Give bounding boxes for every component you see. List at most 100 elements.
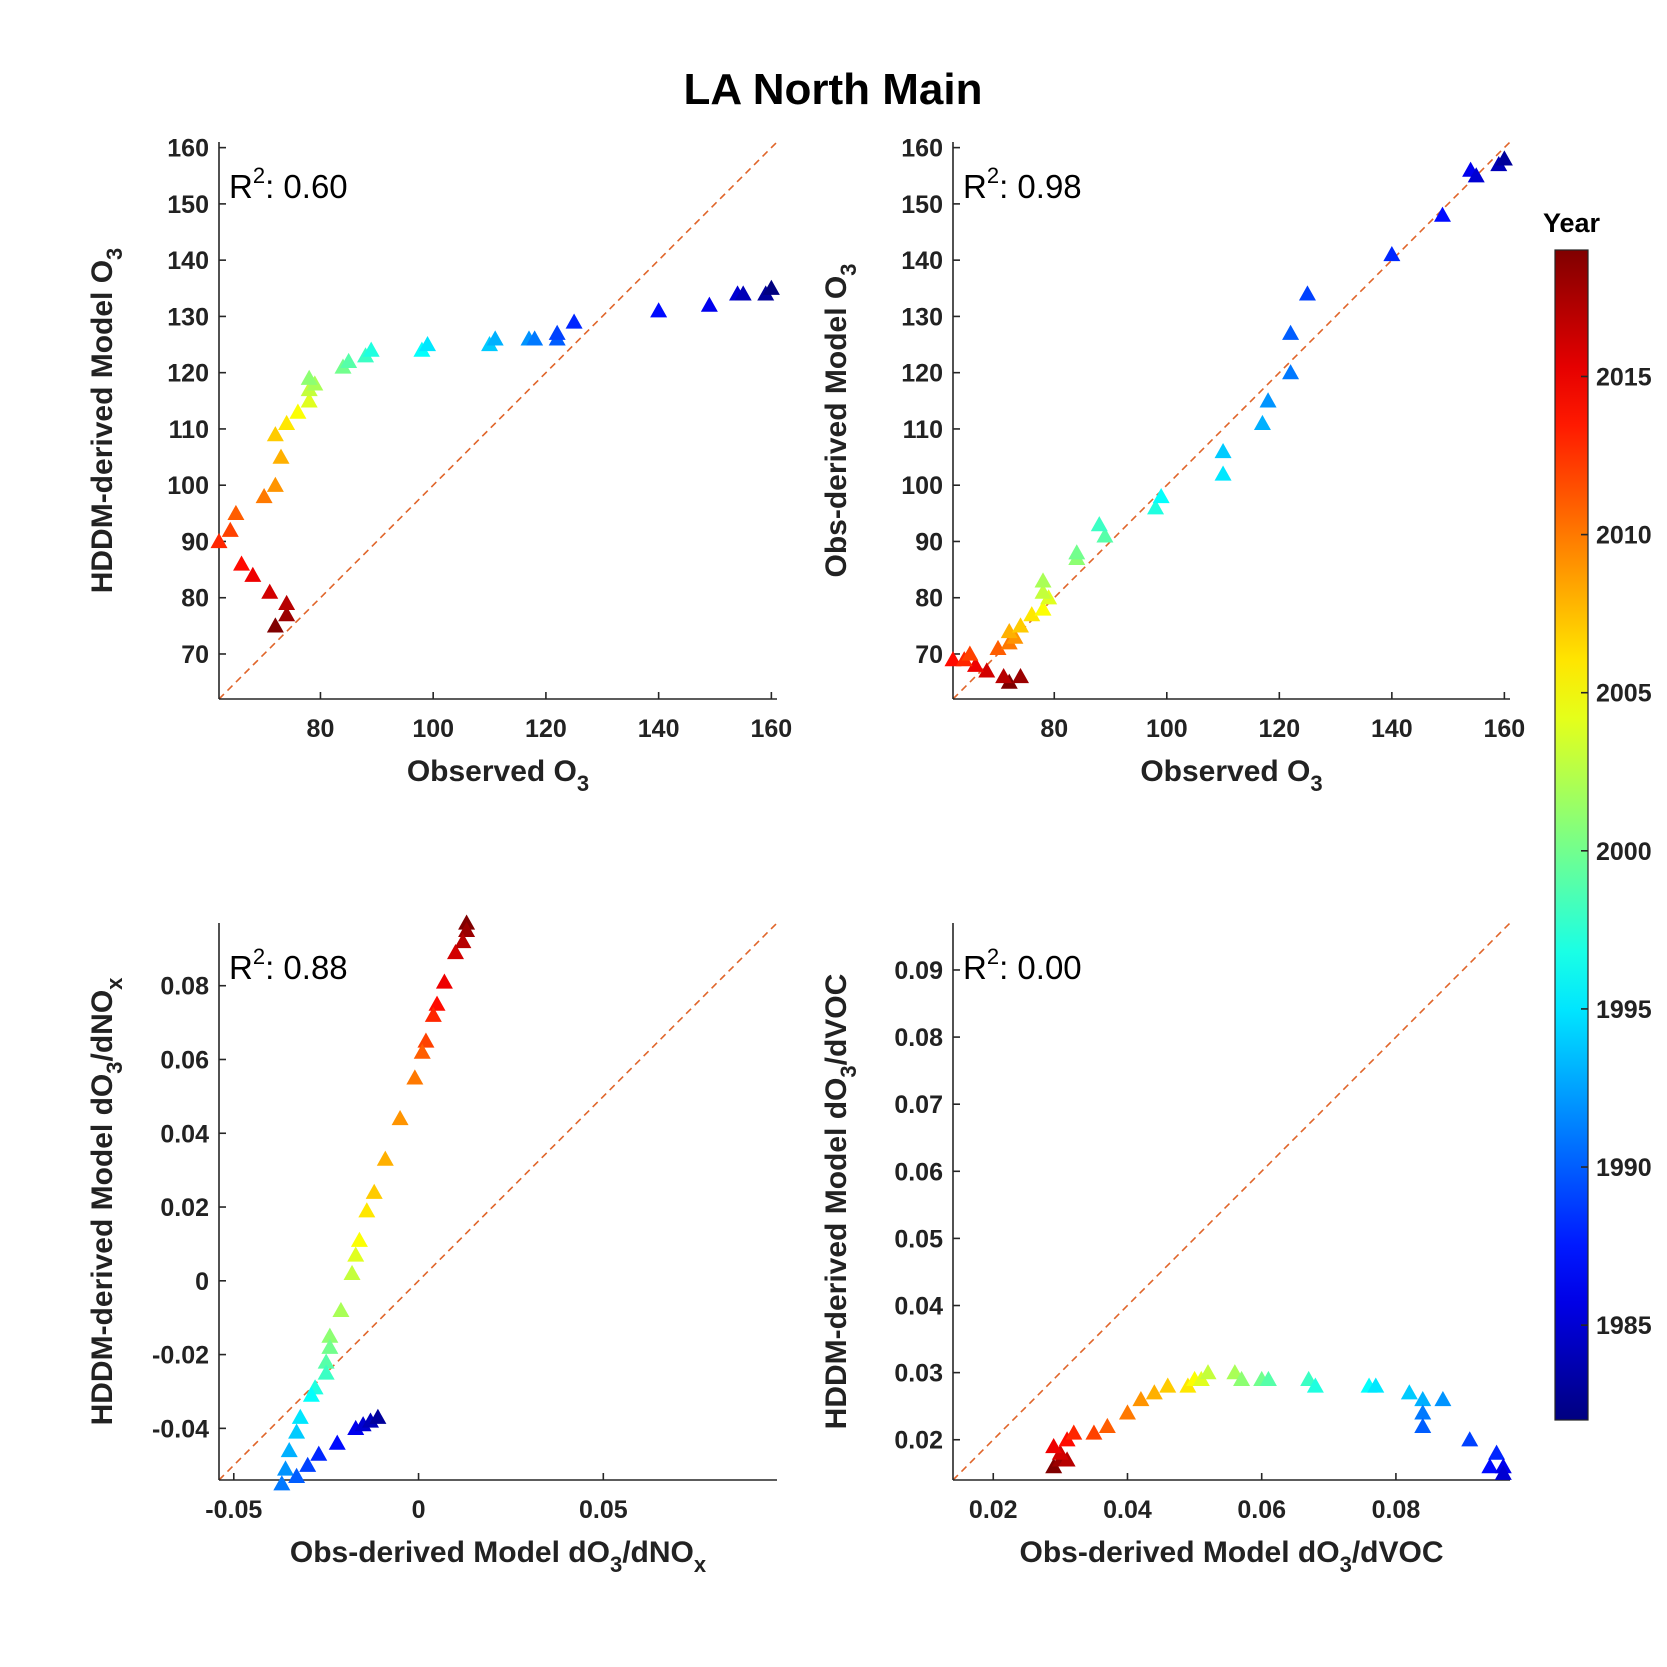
data-point <box>762 279 780 295</box>
y-tick-label: 0.09 <box>894 957 943 985</box>
x-tick-label: 160 <box>751 715 793 743</box>
x-tick-label: 0.08 <box>1372 1496 1421 1524</box>
y-tick-label: 0.06 <box>160 1046 209 1074</box>
colorbar-tick-label: 2010 <box>1596 522 1652 550</box>
data-point <box>288 1423 306 1439</box>
data-point <box>1132 1390 1150 1407</box>
identity-line <box>218 922 778 1481</box>
y-tick-label: 100 <box>167 472 209 500</box>
y-tick-label: 160 <box>167 135 209 163</box>
data-point <box>1298 285 1316 301</box>
data-point <box>944 651 962 667</box>
data-point <box>1152 487 1170 504</box>
data-point <box>1045 1437 1063 1454</box>
data-point <box>391 1110 409 1126</box>
data-point <box>1233 1370 1251 1386</box>
data-point <box>227 504 245 520</box>
data-point <box>650 302 668 318</box>
data-point <box>1214 465 1232 481</box>
colorbar-title: Year <box>1543 208 1601 238</box>
data-point <box>321 1338 339 1354</box>
x-tick-label: 80 <box>307 715 335 743</box>
y-tick-label: 0.03 <box>894 1360 943 1388</box>
data-point <box>347 1246 365 1262</box>
data-point <box>1488 1444 1506 1460</box>
data-point <box>486 330 504 346</box>
data-point <box>419 336 437 352</box>
scatter-panel-tr: 80 100 120 140 160 70 80 90 100 110 120 130 140 150 16… <box>820 135 1525 796</box>
data-point <box>288 1467 306 1483</box>
x-tick-label: 160 <box>1484 715 1526 743</box>
data-point <box>1282 324 1300 340</box>
data-point <box>277 1460 295 1476</box>
y-tick-label: 0.05 <box>894 1225 943 1253</box>
data-point <box>310 1445 328 1461</box>
data-point <box>278 606 296 622</box>
data-point <box>413 1043 431 1059</box>
data-point <box>299 1456 317 1472</box>
colorbar-tick-label: 2005 <box>1596 680 1652 708</box>
y-tick-label: 0.07 <box>894 1091 943 1119</box>
data-point <box>1306 1377 1324 1393</box>
colorbar-tick-label: 1995 <box>1596 996 1652 1024</box>
data-point <box>1434 1390 1452 1407</box>
data-point <box>1282 364 1300 380</box>
data-point <box>1414 1390 1432 1407</box>
r-squared-annotation: R2: 0.60 <box>229 163 348 205</box>
x-tick-label: 120 <box>1258 715 1300 743</box>
y-tick-label: 70 <box>181 641 209 669</box>
data-point <box>978 662 996 678</box>
y-tick-label: 110 <box>903 416 943 444</box>
data-point <box>1012 617 1030 633</box>
y-tick-label: 130 <box>167 303 209 331</box>
data-point <box>989 639 1007 655</box>
y-tick-label: 150 <box>901 191 943 219</box>
x-tick-label: 80 <box>1040 715 1068 743</box>
data-point <box>291 1408 309 1424</box>
y-tick-label: 90 <box>915 528 943 556</box>
data-point <box>365 1183 383 1199</box>
x-tick-label: 120 <box>525 715 567 743</box>
x-tick-label: 0 <box>412 1496 426 1524</box>
data-point <box>266 476 284 492</box>
y-axis-label: HDDM-derived Model dO3/dNOx <box>86 977 127 1426</box>
data-point <box>343 1264 361 1281</box>
y-tick-label: 0.04 <box>160 1120 209 1148</box>
y-axis-label: Obs-derived Model O3 <box>820 264 861 578</box>
data-point <box>1461 1431 1479 1447</box>
data-point <box>261 583 279 599</box>
year-colorbar: Year 1985 1990 1995 2000 2005 2010 2015 <box>1543 208 1652 1421</box>
data-point <box>1034 583 1052 599</box>
data-point <box>1145 1384 1163 1400</box>
data-point <box>1068 544 1086 560</box>
y-tick-label: 0 <box>195 1268 209 1296</box>
data-point <box>1259 392 1277 408</box>
data-point <box>967 656 985 672</box>
x-tick-label: 0.06 <box>1237 1496 1286 1524</box>
data-point <box>1090 516 1108 532</box>
data-point <box>302 1386 320 1402</box>
data-point <box>278 594 296 610</box>
r-squared-annotation: R2: 0.00 <box>963 944 1082 986</box>
data-point <box>1023 606 1041 622</box>
y-tick-label: 120 <box>901 360 943 388</box>
y-tick-label: 120 <box>167 360 209 388</box>
data-point <box>1259 1370 1277 1386</box>
y-tick-label: 160 <box>901 135 943 163</box>
data-point <box>424 1006 442 1022</box>
data-point <box>266 426 284 442</box>
data-point <box>1383 246 1401 262</box>
data-point <box>428 995 446 1011</box>
data-point <box>317 1364 335 1380</box>
data-point <box>221 521 239 537</box>
y-tick-label: 110 <box>169 416 209 444</box>
scatter-panel-br: 0.02 0.04 0.06 0.08 0.02 0.03 0.04 0.05 0.06 0.07… <box>820 922 1512 1577</box>
data-point <box>417 1032 435 1048</box>
data-point <box>300 369 318 385</box>
y-tick-label: 100 <box>901 472 943 500</box>
x-tick-label: 100 <box>1146 715 1188 743</box>
data-point <box>244 566 262 582</box>
data-point <box>280 1441 298 1458</box>
data-point <box>358 1202 376 1218</box>
data-point <box>565 313 583 329</box>
